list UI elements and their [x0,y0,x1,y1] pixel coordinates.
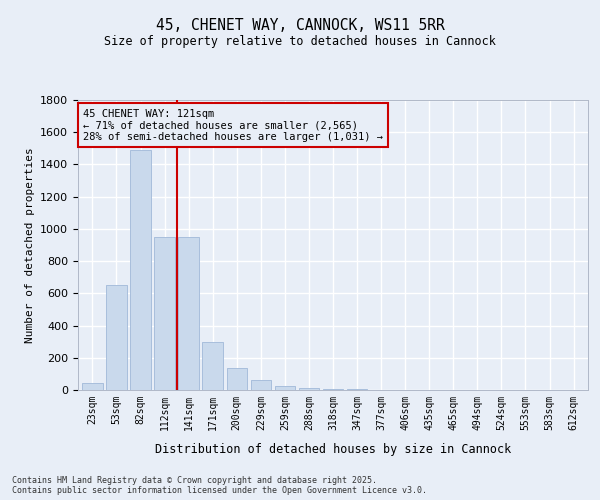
Bar [202,342,223,390]
Text: 45 CHENET WAY: 121sqm
← 71% of detached houses are smaller (2,565)
28% of semi-d: 45 CHENET WAY: 121sqm ← 71% of detached … [83,108,383,142]
Text: Distribution of detached houses by size in Cannock: Distribution of detached houses by size … [155,442,511,456]
Y-axis label: Number of detached properties: Number of detached properties [25,147,35,343]
Text: Contains HM Land Registry data © Crown copyright and database right 2025.
Contai: Contains HM Land Registry data © Crown c… [12,476,427,495]
Bar [251,380,271,390]
Bar [106,286,127,390]
Text: Size of property relative to detached houses in Cannock: Size of property relative to detached ho… [104,35,496,48]
Bar [227,368,247,390]
Bar [347,389,367,390]
Bar [299,388,319,390]
Bar [178,237,199,390]
Bar [275,386,295,390]
Bar [82,383,103,390]
Bar [130,150,151,390]
Bar [323,388,343,390]
Text: 45, CHENET WAY, CANNOCK, WS11 5RR: 45, CHENET WAY, CANNOCK, WS11 5RR [155,18,445,32]
Bar [154,237,175,390]
